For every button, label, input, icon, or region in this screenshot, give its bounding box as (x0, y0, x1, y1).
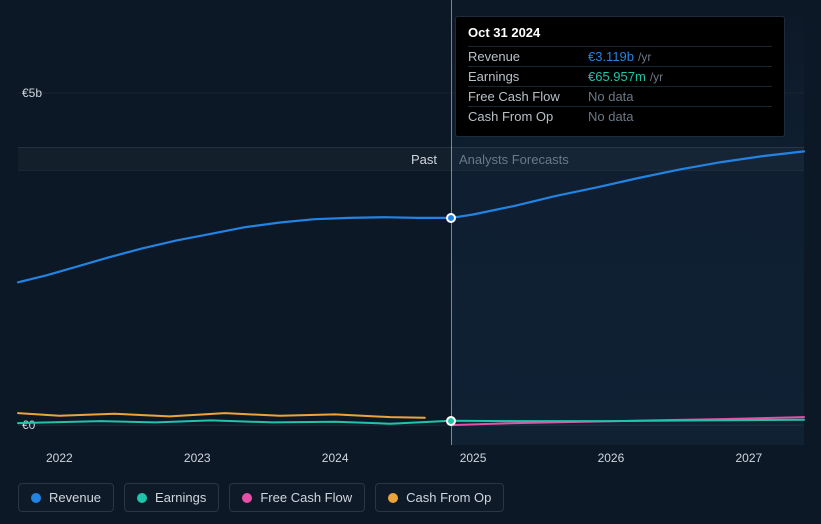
tooltip-row-unit: /yr (650, 70, 663, 84)
tooltip-row: Free Cash FlowNo data (468, 86, 772, 106)
legend-item-cash_from_op[interactable]: Cash From Op (375, 483, 504, 512)
legend-swatch (242, 493, 252, 503)
legend: Revenue Earnings Free Cash Flow Cash From O… (18, 483, 504, 512)
x-tick: 2024 (322, 451, 349, 465)
legend-swatch (388, 493, 398, 503)
hover-marker-revenue (446, 213, 456, 223)
chart-area: Past Analysts Forecasts €5b €0 202220232… (18, 0, 804, 465)
tooltip-row-unit: /yr (638, 50, 651, 64)
tooltip-row-nodata: No data (588, 109, 634, 124)
tooltip-row-label: Earnings (468, 69, 588, 84)
legend-item-earnings[interactable]: Earnings (124, 483, 219, 512)
x-tick: 2023 (184, 451, 211, 465)
x-axis: 2022 2023 2024 2025 2026 2027 (18, 447, 804, 467)
legend-label: Cash From Op (406, 490, 491, 505)
tooltip-row-value: €3.119b (588, 49, 634, 64)
series-line-cash_from_op[interactable] (18, 413, 425, 418)
legend-swatch (31, 493, 41, 503)
legend-item-revenue[interactable]: Revenue (18, 483, 114, 512)
legend-label: Free Cash Flow (260, 490, 352, 505)
tooltip-row-nodata: No data (588, 89, 634, 104)
legend-item-free_cash_flow[interactable]: Free Cash Flow (229, 483, 365, 512)
x-tick: 2026 (598, 451, 625, 465)
tooltip-date: Oct 31 2024 (468, 25, 772, 40)
legend-label: Earnings (155, 490, 206, 505)
hover-marker-earnings (446, 416, 456, 426)
x-tick: 2027 (735, 451, 762, 465)
tooltip-row-label: Cash From Op (468, 109, 588, 124)
x-tick: 2025 (460, 451, 487, 465)
legend-label: Revenue (49, 490, 101, 505)
tooltip: Oct 31 2024 Revenue€3.119b/yrEarnings€65… (455, 16, 785, 137)
tooltip-row-value: €65.957m (588, 69, 646, 84)
series-line-revenue[interactable] (18, 151, 804, 282)
series-line-earnings[interactable] (18, 420, 804, 424)
x-tick: 2022 (46, 451, 73, 465)
tooltip-row: Earnings€65.957m/yr (468, 66, 772, 86)
tooltip-row-label: Revenue (468, 49, 588, 64)
tooltip-row: Revenue€3.119b/yr (468, 46, 772, 66)
legend-swatch (137, 493, 147, 503)
tooltip-row: Cash From OpNo data (468, 106, 772, 126)
tooltip-row-label: Free Cash Flow (468, 89, 588, 104)
